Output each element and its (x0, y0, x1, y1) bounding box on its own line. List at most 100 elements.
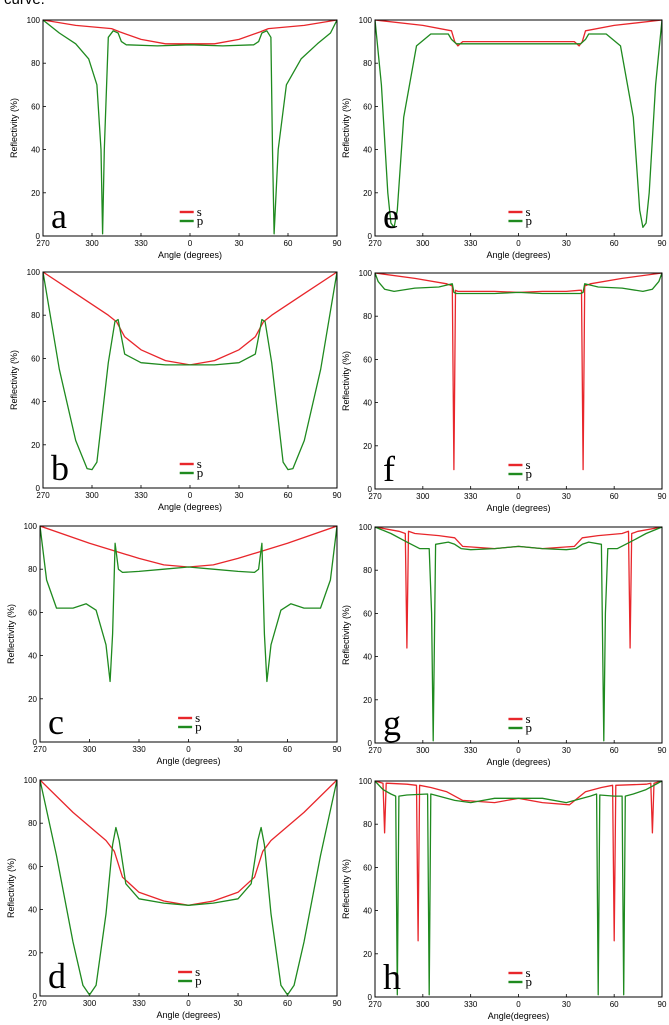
y-tick-label: 20 (31, 189, 40, 198)
panel-b: 0 20 40 60 80 100 270 300 330 0 30 60 90 Angle (degre… (9, 268, 342, 512)
plot-frame (374, 272, 663, 490)
y-tick-label: 60 (31, 354, 40, 363)
y-tick-label: 100 (24, 776, 38, 785)
y-tick-label: 60 (363, 609, 372, 618)
y-tick-label: 0 (368, 739, 373, 748)
legend-label-p: p (525, 720, 532, 735)
y-axis-label: Reflectivity (%) (9, 350, 19, 410)
series-line-s (375, 272, 662, 471)
y-tick-label: 60 (28, 862, 37, 871)
series-line-p (43, 271, 337, 471)
y-tick-label: 40 (363, 146, 372, 155)
panel-c: 0 20 40 60 80 100 270 300 330 0 30 60 90 Angle (degre… (6, 522, 342, 766)
y-tick-label: 40 (31, 146, 40, 155)
y-tick-label: 0 (33, 992, 38, 1001)
plot-frame (42, 19, 338, 237)
panel-f: 0 20 40 60 80 100 270 300 330 0 30 60 90 Angle (degre… (341, 269, 667, 513)
y-tick-label: 40 (363, 907, 372, 916)
panel-a: 0 20 40 60 80 100 270 300 330 0 30 60 90 Angle (degre… (9, 16, 342, 260)
y-tick-label: 100 (359, 777, 373, 786)
x-axis-label: Angle (degrees) (486, 503, 550, 513)
y-tick-label: 20 (31, 441, 40, 450)
y-tick-label: 100 (359, 16, 373, 25)
y-tick-label: 60 (28, 608, 37, 617)
y-tick-label: 40 (28, 652, 37, 661)
x-tick-label: 0 (186, 999, 191, 1008)
y-tick-label: 100 (359, 523, 373, 532)
y-axis-label: Reflectivity (%) (341, 98, 351, 158)
x-tick-label: 330 (134, 239, 148, 248)
x-tick-label: 60 (610, 746, 619, 755)
panel-letter: a (51, 196, 67, 236)
panel-letter: f (383, 449, 395, 489)
x-tick-label: 30 (234, 745, 243, 754)
y-axis-label: Reflectivity (%) (6, 604, 16, 664)
x-tick-label: 300 (85, 239, 99, 248)
x-tick-label: 60 (610, 492, 619, 501)
y-tick-label: 80 (363, 820, 372, 829)
panel-letter: d (48, 956, 66, 996)
series-line-p (40, 779, 337, 996)
y-tick-label: 80 (31, 59, 40, 68)
series-line-p (375, 272, 662, 295)
x-tick-label: 330 (464, 492, 478, 501)
series-line-s (43, 271, 337, 366)
y-tick-label: 20 (28, 949, 37, 958)
y-tick-label: 80 (363, 566, 372, 575)
x-tick-label: 300 (416, 746, 430, 755)
y-axis-label: Reflectivity (%) (9, 98, 19, 158)
plot-frame (374, 526, 663, 744)
y-tick-label: 20 (363, 950, 372, 959)
y-axis-label: Reflectivity (%) (341, 351, 351, 411)
legend-label-s: s (197, 204, 202, 219)
x-axis-label: Angle(degrees) (488, 1011, 550, 1021)
x-tick-label: 0 (186, 745, 191, 754)
x-tick-label: 30 (562, 1000, 571, 1009)
x-tick-label: 0 (516, 492, 521, 501)
x-tick-label: 60 (610, 1000, 619, 1009)
x-tick-label: 330 (134, 491, 148, 500)
plot-frame (374, 780, 663, 998)
x-tick-label: 30 (235, 239, 244, 248)
x-tick-label: 30 (562, 746, 571, 755)
x-tick-label: 270 (368, 239, 382, 248)
x-tick-label: 60 (283, 745, 292, 754)
x-axis-label: Angle (degrees) (156, 1010, 220, 1020)
series-line-s (40, 525, 337, 568)
y-tick-label: 100 (27, 268, 41, 277)
y-axis-label: Reflectivity (%) (6, 858, 16, 918)
panel-letter: c (48, 702, 64, 742)
legend-label-p: p (525, 466, 532, 481)
x-tick-label: 330 (132, 745, 146, 754)
x-tick-label: 90 (333, 239, 342, 248)
plot-frame (42, 271, 338, 489)
panel-h: 0 20 40 60 80 100 270 300 330 0 30 60 90 Angle(degree… (341, 777, 667, 1021)
x-tick-label: 330 (464, 239, 478, 248)
series-line-p (375, 526, 662, 742)
y-tick-label: 40 (31, 398, 40, 407)
x-tick-label: 300 (416, 492, 430, 501)
series-line-p (375, 780, 662, 996)
x-tick-label: 90 (658, 239, 667, 248)
panel-letter: e (383, 196, 399, 236)
y-tick-label: 100 (24, 522, 38, 531)
y-tick-label: 60 (363, 102, 372, 111)
series-line-s (375, 526, 662, 649)
y-tick-label: 0 (368, 993, 373, 1002)
y-tick-label: 60 (31, 102, 40, 111)
x-tick-label: 30 (235, 491, 244, 500)
series-line-s (375, 780, 662, 942)
x-tick-label: 330 (464, 1000, 478, 1009)
series-line-p (40, 525, 337, 683)
x-tick-label: 90 (658, 1000, 667, 1009)
caption-fragment: curve. (4, 0, 45, 8)
x-tick-label: 270 (36, 491, 50, 500)
panel-e: 0 20 40 60 80 100 270 300 330 0 30 60 90 Angle (degre… (341, 16, 667, 260)
x-tick-label: 0 (188, 239, 193, 248)
legend-label-p: p (197, 213, 204, 228)
y-tick-label: 0 (33, 738, 38, 747)
y-tick-label: 80 (363, 312, 372, 321)
y-tick-label: 40 (28, 906, 37, 915)
x-tick-label: 30 (562, 239, 571, 248)
legend-label-p: p (197, 465, 204, 480)
